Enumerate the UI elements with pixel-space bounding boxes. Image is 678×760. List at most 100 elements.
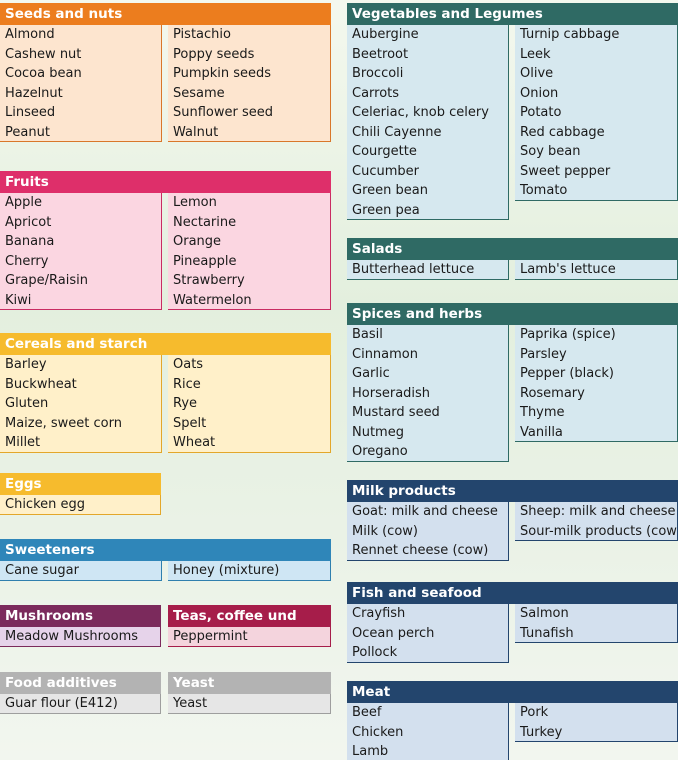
list-column-right: Turnip cabbage Leek Olive Onion Potato Red ca… <box>515 25 678 201</box>
list-item: Walnut <box>168 123 330 142</box>
list-item: Sunflower seed <box>173 105 274 120</box>
list-column-left: Basil Cinnamon Garlic Horseradish Mustard se… <box>347 325 509 462</box>
group-header: Fish and seafood <box>347 582 678 604</box>
list-item: Turnip cabbage <box>520 27 620 42</box>
list-column-left: Almond Cashew nut Cocoa bean Hazelnut Linsee… <box>0 25 162 142</box>
group-fish-and-seafood: Fish and seafood Crayfish Ocean perch Pollo… <box>347 582 678 663</box>
list-item: Pistachio <box>173 27 231 42</box>
group-seeds-and-nuts: Seeds and nuts Almond Cashew nut Cocoa bean… <box>0 3 331 142</box>
list-column-left: Crayfish Ocean perch Pollock <box>347 604 509 663</box>
list-column-right: Salmon Tunafish <box>515 604 678 643</box>
list-item: Milk (cow) <box>352 523 418 539</box>
group-header: Eggs <box>0 473 161 495</box>
list-item: Salmon <box>520 606 569 621</box>
list-item: Beetroot <box>352 46 409 62</box>
list-column-left: Cane sugar <box>0 561 162 581</box>
list-item: Orange <box>173 234 222 249</box>
list-item: Banana <box>5 234 55 249</box>
group-eggs: Eggs Chicken egg <box>0 473 161 515</box>
list-column-right: Paprika (spice) Parsley Pepper (black) Rose… <box>515 325 678 442</box>
list-column-right: Lemon Nectarine Orange Pineapple Strawberry W… <box>168 193 331 310</box>
list-column-left: Aubergine Beetroot Broccoli Carrots Celeriac… <box>347 25 509 220</box>
list-column-right: Pork Turkey <box>515 703 678 742</box>
list-item: Chicken egg <box>0 495 160 515</box>
list-item: Grape/Raisin <box>5 273 88 288</box>
list-item: Aubergine <box>352 27 419 42</box>
list-item: Kiwi <box>0 291 161 310</box>
list-item: Vanilla <box>515 423 677 442</box>
list-item: Crayfish <box>352 606 406 621</box>
list-item: Sour-milk products (cow) <box>515 522 677 541</box>
list-item: Lemon <box>173 195 217 210</box>
list-item: Sheep: milk and cheese <box>520 504 676 519</box>
list-item: Rennet cheese (cow) <box>347 541 508 561</box>
list-item: Almond <box>5 27 55 42</box>
group-header: Meat <box>347 681 678 703</box>
list-item: Leek <box>520 46 551 62</box>
list-column-left: Meadow Mushrooms <box>0 627 161 647</box>
list-item: Oregano <box>347 442 508 462</box>
group-header: Spices and herbs <box>347 303 678 325</box>
group-sweeteners: Sweeteners Cane sugar Honey (mixture) <box>0 539 331 581</box>
list-item: Poppy seeds <box>173 46 255 62</box>
list-item: Honey (mixture) <box>168 561 330 581</box>
list-column-left: Peppermint <box>168 627 331 647</box>
list-item: Spelt <box>173 415 207 431</box>
list-item: Chili Cayenne <box>352 124 442 140</box>
list-item: Red cabbage <box>520 124 605 140</box>
group-fruits: Fruits Apple Apricot Banana Cherry Grape/Rais… <box>0 171 331 310</box>
list-item: Cane sugar <box>0 561 161 581</box>
list-item: Chicken <box>352 724 404 740</box>
list-item: Mustard seed <box>352 405 440 420</box>
list-column-right: Oats Rice Rye Spelt Wheat <box>168 355 331 453</box>
list-item: Onion <box>520 85 559 101</box>
group-header: Fruits <box>0 171 331 193</box>
list-item: Peanut <box>0 123 161 142</box>
list-item: Potato <box>520 105 562 120</box>
list-item: Meadow Mushrooms <box>0 627 160 647</box>
list-item: Butterhead lettuce <box>347 260 508 280</box>
list-item: Pumpkin seeds <box>173 66 272 81</box>
list-column-right: Honey (mixture) <box>168 561 331 581</box>
list-item: Soy bean <box>520 144 581 159</box>
list-item: Green pea <box>347 201 508 220</box>
list-item: Carrots <box>352 85 400 101</box>
list-item: Watermelon <box>168 291 330 310</box>
list-item: Linseed <box>5 105 56 120</box>
list-item: Sweet pepper <box>520 163 611 179</box>
group-header: Teas, coffee und tannin <box>168 605 331 646</box>
list-item: Barley <box>5 357 47 372</box>
group-food-additives: Food additives Guar flour (E412) <box>0 672 161 714</box>
list-item: Pepper (black) <box>520 366 615 381</box>
group-header: Milk products <box>347 480 678 502</box>
list-column-left: Apple Apricot Banana Cherry Grape/Raisin Kiwi <box>0 193 162 310</box>
list-column-left: Barley Buckwheat Gluten Maize, sweet corn Mi… <box>0 355 162 453</box>
group-header: Seeds and nuts <box>0 3 331 25</box>
list-column-right: Lamb's lettuce <box>515 260 678 280</box>
list-column-left: Guar flour (E412) <box>0 694 161 714</box>
list-column-left: Yeast <box>168 694 331 714</box>
list-item: Apricot <box>5 214 52 230</box>
list-item: Millet <box>0 433 161 453</box>
group-yeast: Yeast Yeast <box>168 672 331 714</box>
list-item: Beef <box>352 705 382 720</box>
list-item: Nectarine <box>173 214 237 230</box>
list-column-left: Goat: milk and cheese Milk (cow) Rennet ch… <box>347 502 509 561</box>
list-column-left: Beef Chicken Lamb <box>347 703 509 760</box>
group-milk-products: Milk products Goat: milk and cheese Milk (… <box>347 480 678 561</box>
group-mushrooms: Mushrooms Meadow Mushrooms <box>0 605 161 647</box>
list-item: Guar flour (E412) <box>0 694 160 714</box>
list-item: Broccoli <box>352 66 404 81</box>
list-item: Courgette <box>352 144 417 159</box>
list-item: Goat: milk and cheese <box>352 504 498 519</box>
list-item: Cocoa bean <box>5 66 82 81</box>
list-item: Basil <box>352 327 383 342</box>
group-header: Cereals and starch <box>0 333 331 355</box>
list-item: Pineapple <box>173 253 237 269</box>
list-item: Hazelnut <box>5 85 63 101</box>
list-item: Strawberry <box>173 273 245 288</box>
group-vegetables-and-legumes: Vegetables and Legumes Aubergine Beetroot B… <box>347 3 678 220</box>
group-header: Yeast <box>168 672 331 694</box>
list-item: Cashew nut <box>5 46 82 62</box>
list-item: Green bean <box>352 183 428 198</box>
